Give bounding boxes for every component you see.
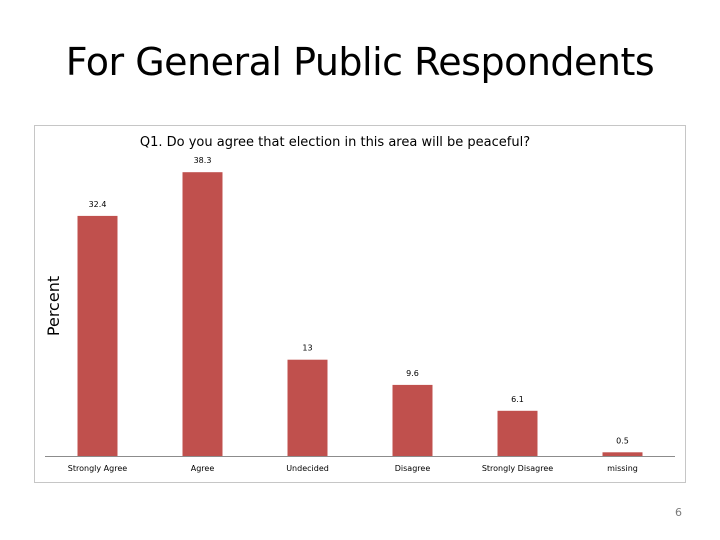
bar-4 — [497, 410, 538, 456]
data-label-1: 38.3 — [194, 156, 212, 165]
data-label-5: 0.5 — [616, 436, 629, 445]
data-label-4: 6.1 — [511, 395, 524, 404]
bar-1 — [182, 172, 223, 456]
category-label-4: Strongly Disagree — [482, 464, 553, 473]
category-label-0: Strongly Agree — [68, 464, 127, 473]
bar-chart: Q1. Do you agree that election in this a… — [44, 135, 675, 473]
category-label-2: Undecided — [286, 464, 329, 473]
category-label-1: Agree — [191, 464, 215, 473]
chart-title: Q1. Do you agree that election in this a… — [140, 135, 530, 150]
category-label-5: missing — [607, 464, 638, 473]
y-axis-label: Percent — [44, 276, 63, 336]
page-number: 6 — [675, 506, 682, 519]
bar-5 — [602, 452, 643, 456]
slide-title: For General Public Respondents — [65, 40, 655, 84]
bar-0 — [77, 215, 118, 456]
category-label-3: Disagree — [395, 464, 431, 473]
bar-3 — [392, 384, 433, 456]
data-label-3: 9.6 — [406, 369, 419, 378]
bar-2 — [287, 359, 328, 456]
data-label-2: 13 — [302, 344, 312, 353]
data-label-0: 32.4 — [89, 200, 107, 209]
chart-frame: Q1. Do you agree that election in this a… — [34, 125, 686, 483]
